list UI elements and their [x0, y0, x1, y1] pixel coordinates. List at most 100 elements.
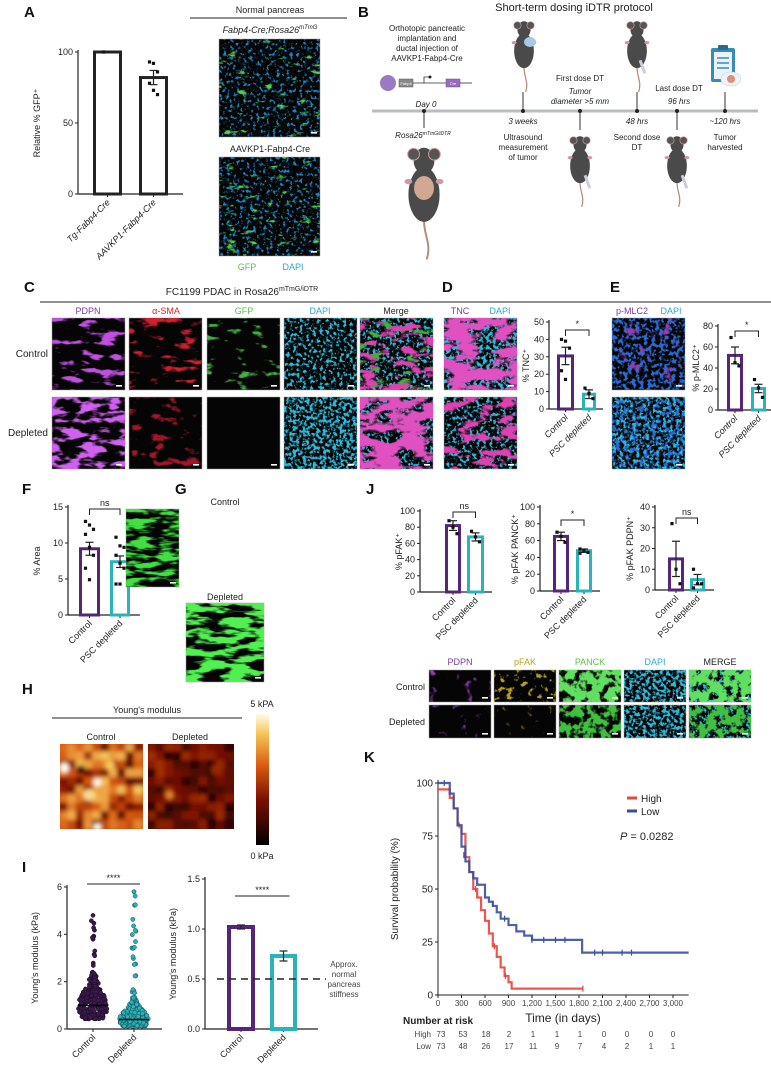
heatmap-cell [172, 794, 184, 805]
data-point [563, 339, 568, 343]
data-point [591, 396, 595, 401]
heatmap-cell [198, 802, 210, 813]
heatmap-cell [108, 811, 120, 822]
x-tick-label: 3,000 [663, 999, 684, 1008]
heatmap-cell [181, 744, 192, 754]
t2-label: 48 hrs [626, 117, 648, 126]
heatmap-cell [60, 777, 70, 788]
heatmap-depleted [148, 744, 234, 829]
panel-a-title: Normal pancreas [236, 5, 305, 15]
scale-bar [255, 677, 261, 679]
micrographs [51, 38, 752, 739]
heatmap-cell [224, 785, 234, 796]
heatmap-cell [172, 802, 184, 813]
heatmap-cell [67, 751, 78, 762]
heatmap-cell [164, 794, 175, 805]
heatmap-cell [215, 768, 227, 779]
heatmap-cell [181, 794, 192, 805]
scale-bar [193, 385, 199, 387]
micrograph-a-transgenic [218, 38, 321, 138]
heatmap-cell [100, 744, 111, 754]
y-tick-label: 60 [405, 538, 415, 548]
reference-label-2: normal [332, 970, 357, 979]
heatmap-cell [198, 744, 210, 754]
heatmap-cell [190, 744, 201, 754]
significance-label: * [575, 319, 579, 329]
data-point [473, 535, 478, 539]
heatmap-cell [181, 819, 192, 829]
data-point [87, 1006, 93, 1012]
y-tick-label: 2 [57, 977, 62, 987]
heatmap-cell [198, 819, 210, 829]
data-point [132, 962, 137, 967]
data-point [101, 50, 106, 54]
risk-count: 26 [482, 1042, 491, 1051]
heatmap-cell [155, 811, 167, 822]
j-row-control: Control [396, 682, 425, 692]
channel-layer-dapi [284, 318, 357, 390]
channel-layer-pdpn [52, 318, 125, 390]
heatmap-cell [207, 777, 218, 788]
y-tick-label: 50 [422, 885, 434, 896]
heatmap-cell [125, 785, 136, 796]
risk-count: 2 [625, 1042, 630, 1051]
heatmap-cell [60, 819, 70, 829]
heatmap-cell [148, 768, 158, 779]
legend-gfp: GFP [238, 262, 257, 272]
category-label: Control [70, 1032, 98, 1060]
channel-layer-pdpnLo [612, 318, 685, 390]
heatmap-cell [198, 794, 210, 805]
category-label: Control [218, 1032, 246, 1060]
data-point [691, 567, 696, 571]
timeline-markers [422, 92, 727, 130]
significance-label: **** [255, 885, 270, 895]
data-point [559, 337, 564, 341]
data-point [117, 1014, 123, 1019]
heatmap-cell [75, 819, 86, 829]
data-point [104, 1006, 110, 1012]
heatmap-cell [83, 751, 95, 762]
y-axis-label: % TNC⁺ [521, 348, 531, 382]
heatmap-cell [100, 751, 111, 762]
scale-bar [612, 697, 618, 699]
category-label: Tg-Fabp4-Cre [65, 197, 112, 244]
heatmap-hotspot [93, 778, 102, 787]
panel-label-h: H [22, 681, 33, 698]
data-point [674, 567, 678, 571]
heatmap-cell [224, 794, 234, 805]
data-point [87, 523, 92, 527]
channel-layer-pfak [494, 670, 556, 702]
heatmap-cell [207, 819, 218, 829]
heatmap-cell [83, 760, 95, 771]
micrograph-g-depleted [185, 602, 265, 683]
promoter-label: Fabp4 [400, 81, 412, 86]
heatmap-hotspot [83, 789, 96, 801]
data-point [135, 1014, 141, 1019]
syringe-icon [638, 59, 647, 74]
reference-label-4: stiffness [329, 990, 358, 999]
data-point [130, 987, 136, 992]
data-point [132, 945, 137, 950]
micrograph-a-aav [218, 156, 321, 257]
y-tick-label: 100 [520, 502, 535, 512]
heatmap-cell [133, 760, 143, 771]
y-tick-label: 80 [405, 522, 415, 532]
heatmap-cell [190, 802, 201, 813]
y-tick-label: 50 [63, 118, 73, 128]
bar-aavkp1-fabp4-cre [139, 76, 168, 196]
cre-label: Cre [450, 81, 457, 86]
y-tick-label: 0 [427, 991, 433, 1002]
y-tick-label: 75 [422, 832, 434, 843]
first-dose-label: First dose DT [556, 74, 604, 83]
data-point [133, 928, 138, 933]
scale-bar [348, 464, 354, 466]
heatmap-cell [117, 777, 128, 788]
data-point [91, 925, 96, 931]
j-row-depleted: Depleted [389, 717, 425, 727]
last-dose-label: Last dose DT [655, 84, 703, 93]
data-point [92, 978, 97, 983]
significance-bracket [734, 330, 759, 337]
heatmap-cell [83, 777, 95, 788]
